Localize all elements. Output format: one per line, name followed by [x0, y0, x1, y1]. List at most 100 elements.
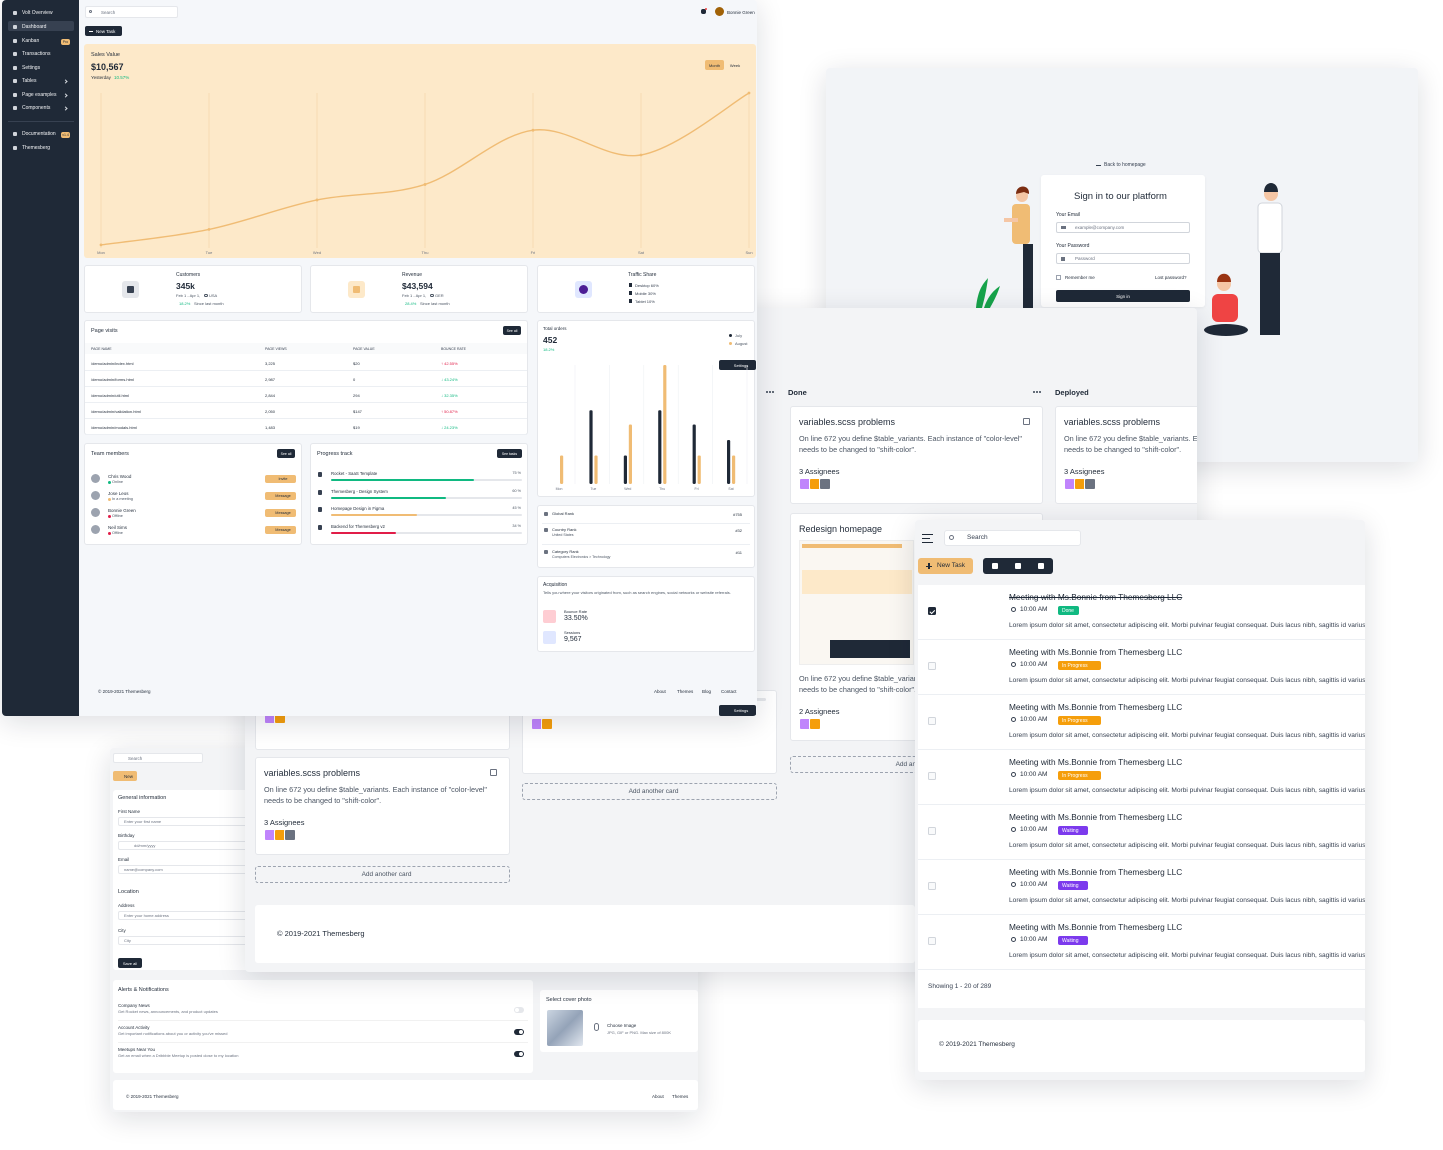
- ranks-card: [537, 505, 755, 568]
- footer-link[interactable]: Themes: [677, 689, 694, 694]
- checkbox[interactable]: [928, 937, 936, 945]
- nav-icon: [13, 132, 17, 136]
- password-input[interactable]: [1056, 253, 1190, 264]
- clock-icon: [1011, 717, 1016, 722]
- new-task-button[interactable]: [85, 26, 122, 36]
- nav-icon: [13, 39, 17, 43]
- checkbox[interactable]: [928, 607, 936, 615]
- see-all-button[interactable]: [277, 449, 295, 458]
- settings-button[interactable]: [719, 705, 756, 716]
- member-button[interactable]: [265, 475, 296, 483]
- search-box[interactable]: [85, 6, 178, 18]
- link[interactable]: Choose Image: [607, 1023, 637, 1028]
- settings-button[interactable]: [719, 360, 756, 370]
- label: 45 %: [512, 506, 521, 510]
- footer-link[interactable]: Themes: [672, 1094, 689, 1099]
- label: Customers: [176, 272, 201, 278]
- member-button[interactable]: [265, 492, 296, 500]
- footer-link[interactable]: About: [652, 1094, 664, 1099]
- email-input[interactable]: [1056, 222, 1190, 233]
- add-card-button[interactable]: [522, 783, 777, 800]
- label: 18.2%: [543, 347, 555, 352]
- checkbox[interactable]: [928, 772, 936, 780]
- link[interactable]: Lost password?: [1155, 275, 1187, 280]
- add-card-button[interactable]: [255, 866, 510, 883]
- file-icon: [318, 472, 322, 477]
- checkbox[interactable]: [928, 827, 936, 835]
- toggle[interactable]: Month: [708, 63, 721, 68]
- row-divider: [918, 749, 1365, 750]
- footer-link[interactable]: Contact: [721, 689, 737, 694]
- label: Waiting: [1062, 937, 1079, 944]
- label: $10,567: [91, 62, 124, 72]
- nav-item[interactable]: Transactions: [22, 51, 51, 57]
- status-badge: [1058, 716, 1102, 725]
- nav-item[interactable]: Page examples: [22, 92, 57, 98]
- back-arrow: [1096, 165, 1101, 166]
- label: dd/mm/yyyy: [134, 843, 156, 848]
- toggle[interactable]: Week: [729, 63, 741, 68]
- nav-item[interactable]: Components: [22, 105, 51, 111]
- sales-point: [99, 243, 103, 247]
- x-tick-label: Tue: [206, 250, 214, 255]
- checkbox[interactable]: [928, 882, 936, 890]
- label: Rocket - SaaS Template: [331, 471, 378, 476]
- new-button[interactable]: [113, 771, 137, 781]
- label: Settings: [733, 708, 749, 713]
- nav-item[interactable]: Themesberg: [22, 145, 51, 151]
- see-tasks-button[interactable]: [497, 449, 522, 458]
- checkbox[interactable]: [928, 662, 936, 670]
- toggle[interactable]: [514, 1007, 524, 1013]
- nav-item[interactable]: Volt Overview: [22, 10, 53, 16]
- label: PAGE VIEWS: [265, 347, 287, 351]
- avatar: [541, 718, 553, 730]
- label: /demo/admin/validation.html: [91, 409, 141, 414]
- nav-item[interactable]: Kanban: [22, 38, 40, 44]
- label: Lorem ipsum dolor sit amet, consectetur …: [1009, 787, 1365, 794]
- edit-icon: [490, 769, 497, 776]
- status-dot: [108, 481, 111, 484]
- search-box[interactable]: [944, 530, 1081, 546]
- kanban-card[interactable]: [255, 757, 510, 855]
- avatar: [1084, 478, 1096, 490]
- label: Online: [112, 480, 123, 484]
- label: /demo/admin/modals.html: [91, 425, 137, 430]
- nav-icon: [13, 79, 17, 83]
- plant: [976, 278, 1000, 308]
- save-button[interactable]: [118, 958, 142, 968]
- label: On line 672 you define $table_variants. …: [1064, 434, 1197, 454]
- label: Offline: [112, 514, 123, 518]
- nav-item[interactable]: Tables: [22, 78, 37, 84]
- nav-item[interactable]: Settings: [22, 65, 41, 71]
- nav-icon: [13, 11, 17, 15]
- label: Birthday: [118, 833, 135, 838]
- row-divider: [918, 969, 1365, 970]
- footer-link[interactable]: Blog: [702, 689, 712, 694]
- kanban-card[interactable]: [790, 406, 1043, 504]
- label: Since last month: [194, 301, 224, 306]
- label: $20: [353, 361, 360, 366]
- checkbox[interactable]: [928, 717, 936, 725]
- footer-link[interactable]: About: [654, 689, 666, 694]
- nav-item[interactable]: Documentation: [22, 131, 56, 137]
- label: Meeting with Ms.Bonnie from Themesberg L…: [1009, 757, 1183, 767]
- see-all-button[interactable]: [503, 326, 521, 335]
- clock-icon: [1011, 882, 1016, 887]
- checkbox[interactable]: [1056, 275, 1061, 280]
- member-button[interactable]: [265, 526, 296, 534]
- row-divider: [85, 402, 527, 403]
- label: Lorem ipsum dolor sit amet, consectetur …: [1009, 897, 1365, 904]
- signin-button[interactable]: [1056, 290, 1190, 302]
- member-button[interactable]: [265, 509, 296, 517]
- label: 10:00 AM: [1020, 716, 1048, 723]
- search-box[interactable]: [113, 753, 203, 763]
- nav-item[interactable]: Dashboard: [22, 24, 47, 30]
- person-arm: [1004, 218, 1018, 222]
- label: Computers Electronics > Technology: [552, 555, 611, 559]
- label: Meeting with Ms.Bonnie from Themesberg L…: [1009, 922, 1183, 932]
- device-icon: [629, 299, 632, 303]
- new-task-button[interactable]: [918, 558, 973, 574]
- label: Acquisition: [543, 582, 568, 588]
- orders-card: [537, 320, 755, 497]
- toggle-active[interactable]: [705, 60, 724, 70]
